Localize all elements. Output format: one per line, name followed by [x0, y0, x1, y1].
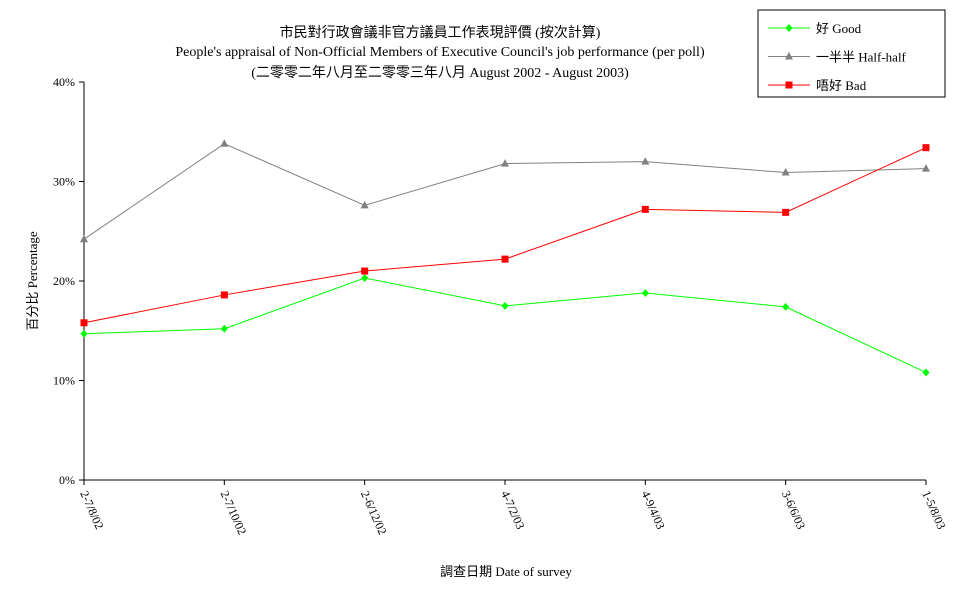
- data-point-bad: [361, 267, 369, 275]
- data-point-half-half: [781, 168, 790, 176]
- x-tick-label: 1-5/8/03: [919, 489, 948, 532]
- chart-subtitle: People's appraisal of Non-Official Membe…: [175, 45, 705, 60]
- chart-subtitle-date-range: (二零零二年八月至二零零三年八月 August 2002 - August 20…: [251, 65, 629, 81]
- legend-marker-good: [785, 24, 793, 32]
- series-line-good: [83, 277, 927, 373]
- data-point-bad: [80, 319, 88, 327]
- data-point-good: [922, 368, 930, 377]
- y-tick-label: 0%: [59, 473, 75, 487]
- y-axis-title: 百分比 Percentage: [25, 231, 40, 331]
- y-tick-label: 30%: [53, 175, 75, 189]
- series-line-bad: [83, 147, 927, 324]
- x-tick-label: 4-7/2/03: [498, 489, 527, 532]
- data-point-half-half: [360, 200, 369, 209]
- x-tick-label: 3-6/6/03: [779, 489, 808, 532]
- legend-marker-bad: [785, 81, 793, 89]
- data-point-good: [361, 274, 369, 283]
- data-point-bad: [922, 144, 930, 152]
- data-point-good: [782, 302, 790, 311]
- data-point-bad: [220, 291, 228, 299]
- data-point-good: [80, 329, 88, 338]
- chart-title: 市民對行政會議非官方議員工作表現評價 (按次計算): [280, 24, 601, 41]
- x-tick-label: 2-7/10/02: [218, 489, 250, 537]
- legend: 好 Good 一半半 Half-half 唔好 Bad: [757, 9, 946, 98]
- legend-label-good: 好 Good: [816, 21, 862, 36]
- legend-label-bad: 唔好 Bad: [816, 78, 867, 93]
- y-tick-label: 20%: [53, 274, 75, 288]
- data-point-half-half: [641, 157, 650, 165]
- data-point-half-half: [922, 164, 930, 172]
- data-point-bad: [782, 208, 790, 216]
- data-point-bad: [501, 255, 509, 263]
- y-tick-label: 40%: [53, 75, 75, 89]
- data-point-bad: [641, 205, 649, 213]
- data-point-half-half: [220, 139, 229, 147]
- legend-label-half-half: 一半半 Half-half: [816, 50, 907, 65]
- data-point-good: [501, 301, 509, 310]
- data-point-good: [641, 288, 649, 297]
- series-line-half-half: [83, 143, 927, 240]
- data-point-half-half: [80, 234, 88, 243]
- y-tick-label: 10%: [53, 374, 75, 388]
- x-tick-label: 4-9/4/03: [639, 489, 668, 532]
- x-tick-label: 2-6/12/02: [358, 489, 390, 537]
- x-tick-label: 2-7/8/02: [77, 489, 106, 532]
- data-point-half-half: [501, 159, 509, 167]
- legend-marker-half-half: [785, 52, 793, 60]
- plot-area: 0% 10% 20% 30% 40% 2-7/8/02 2-7/10/02 2-6/12/02…: [53, 75, 949, 537]
- data-point-good: [220, 324, 228, 333]
- x-axis-title: 調查日期 Date of survey: [440, 564, 572, 579]
